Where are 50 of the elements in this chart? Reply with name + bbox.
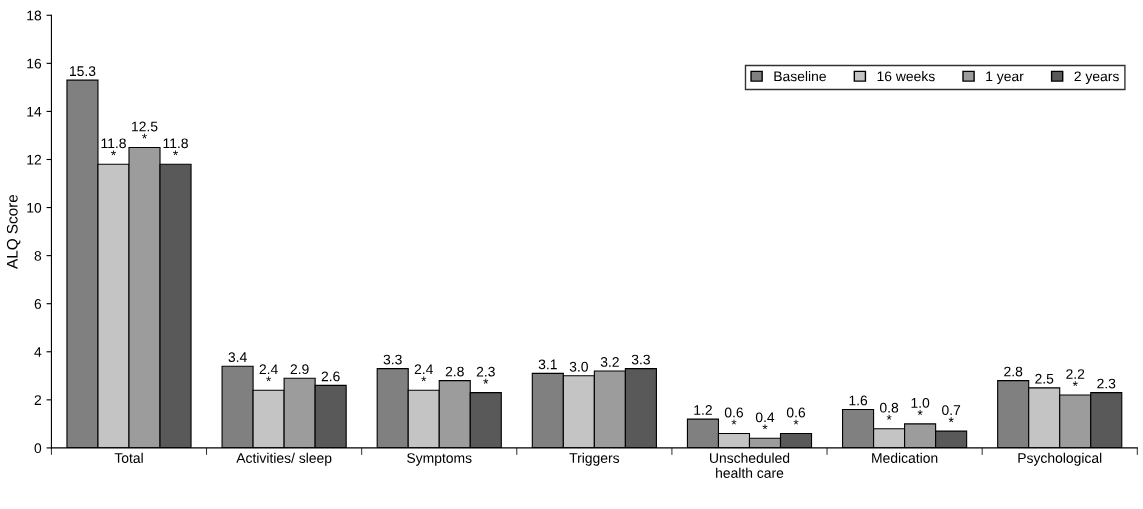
data-label: 2.9: [290, 364, 309, 375]
y-tick-label: 14: [27, 106, 42, 117]
legend-label: 16 weeks: [877, 71, 935, 82]
y-tick-label: 4: [34, 347, 42, 357]
data-label: 3.1: [538, 359, 557, 370]
data-label: 2.3: [1097, 378, 1116, 389]
data-label: 3.4: [228, 352, 247, 363]
data-label: 3.3: [383, 354, 402, 365]
data-label: 1.2: [694, 405, 712, 415]
x-tick-label: Psychological: [1018, 452, 1102, 466]
y-tick-label: 12: [27, 154, 42, 165]
data-label: 0.7 *: [942, 405, 961, 423]
data-label: 1.6: [849, 395, 868, 406]
legend-label: 2 years: [1074, 71, 1119, 84]
y-tick-label: 6: [34, 299, 42, 309]
data-label: 2.4 *: [414, 364, 433, 382]
data-label: 1.0 *: [911, 397, 930, 415]
data-label: 2.3 *: [476, 366, 495, 384]
data-label: 12.5 *: [132, 121, 158, 139]
data-label: 3.3: [631, 354, 650, 365]
data-label: 0.6 *: [786, 407, 806, 425]
data-label: 2.8: [1004, 366, 1023, 377]
x-tick-label: Medication: [872, 452, 938, 463]
y-tick-label: 10: [27, 202, 42, 213]
data-label: 0.4 *: [755, 412, 775, 430]
data-label: 2.4 *: [259, 364, 278, 382]
data-label: 2.5: [1035, 373, 1054, 384]
x-tick-label: Symptoms: [407, 453, 472, 466]
data-label: 15.3: [70, 66, 96, 77]
data-label: 3.2: [600, 357, 619, 367]
data-label: 2.2 *: [1066, 369, 1085, 387]
y-tick-label: 18: [27, 10, 42, 21]
data-label: 0.8 *: [879, 402, 899, 420]
y-tick-label: 16: [27, 58, 42, 69]
x-tick-label: Unscheduled health care: [710, 452, 790, 478]
y-tick-label: 8: [34, 250, 42, 261]
legend-label: 1 year: [986, 71, 1024, 84]
legend-label: Baseline: [774, 71, 826, 82]
y-tick-label: 0: [34, 443, 42, 454]
data-label: 3.0: [569, 361, 588, 372]
y-tick-label: 2: [34, 395, 42, 405]
y-axis-title: ALQ Score: [6, 194, 21, 269]
data-label: 11.8 *: [101, 138, 126, 156]
data-label: 2.6: [321, 371, 340, 382]
data-label: 2.8: [445, 366, 464, 377]
x-tick-label: Total: [114, 452, 143, 463]
data-label: 0.6 *: [724, 407, 744, 425]
x-tick-label: Triggers: [569, 452, 620, 466]
data-label: 11.8 *: [163, 138, 188, 156]
x-tick-label: Activities/ sleep: [236, 452, 332, 466]
